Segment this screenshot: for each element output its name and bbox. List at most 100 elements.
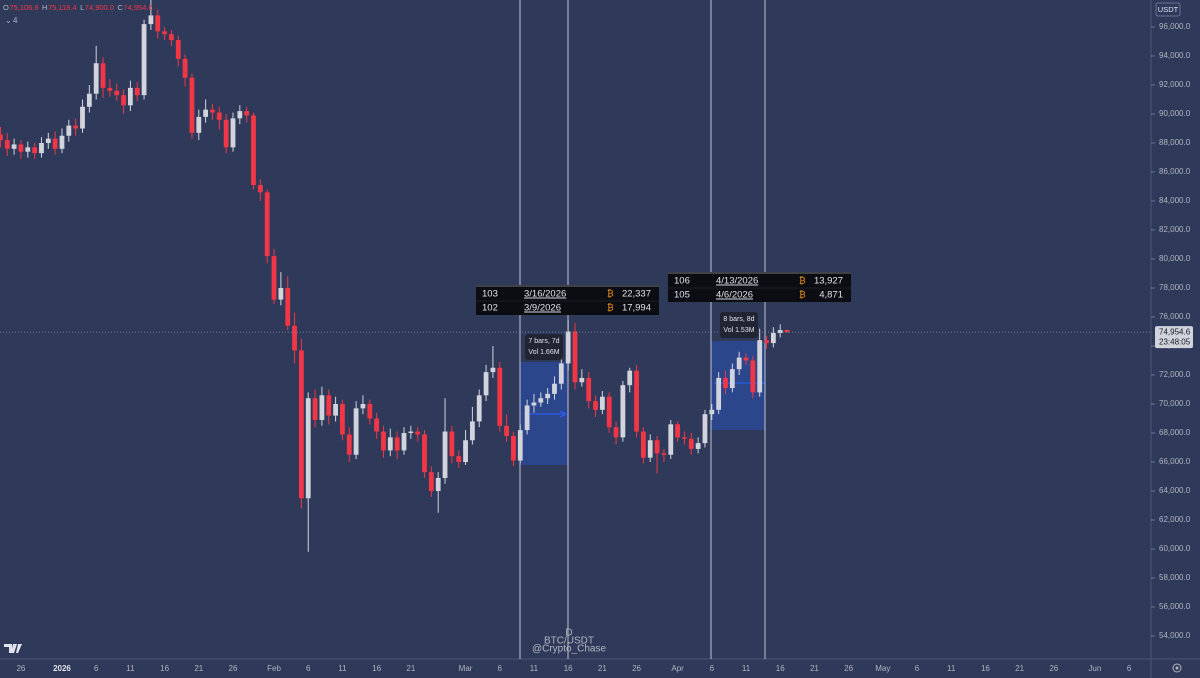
countdown: 23:48:05	[1159, 337, 1191, 346]
table-id: 102	[482, 303, 498, 314]
x-tick-label: 16	[564, 664, 573, 673]
x-tick-label: 6	[94, 664, 99, 673]
ohlc-key: H	[42, 3, 47, 12]
candle-body	[729, 369, 735, 389]
candle-body	[32, 147, 38, 154]
candle-body	[121, 95, 126, 106]
candle-body	[483, 372, 489, 396]
table-icon: ₿	[607, 302, 614, 312]
candle-body	[723, 377, 728, 389]
table-icon: ₿	[799, 289, 806, 299]
y-tick-label: 82,000.0	[1159, 225, 1191, 234]
x-tick-label: 11	[126, 664, 135, 673]
x-tick-label: 26	[844, 664, 853, 673]
candle-body	[565, 331, 571, 364]
x-tick-label: 26	[16, 664, 25, 673]
candle-body	[169, 34, 174, 41]
range-label: 7 bars, 7d Vol 1.66M 8 bars, 8d Vol 1.53…	[525, 312, 758, 360]
table-date: 3/9/2026	[524, 303, 561, 314]
range-bars: 7 bars, 7d	[528, 338, 559, 345]
logo	[4, 644, 22, 653]
x-tick-label: Feb	[267, 664, 281, 673]
candle-body	[586, 377, 592, 402]
candle-body	[114, 90, 120, 96]
y-tick-label: 88,000.0	[1159, 138, 1191, 147]
candle-body	[490, 367, 496, 373]
range-volume: Vol 1.53M	[723, 327, 754, 334]
collapse-icon[interactable]: ⌄	[5, 16, 12, 25]
y-tick-label: 72,000.0	[1159, 370, 1191, 379]
y-tick-label: 68,000.0	[1159, 428, 1191, 437]
x-tick-label: 6	[498, 664, 503, 673]
indicator-count[interactable]: 4	[13, 16, 18, 25]
candle-body	[770, 332, 776, 344]
y-tick-label: 70,000.0	[1159, 399, 1191, 408]
candle-body	[784, 329, 790, 333]
candle-body	[271, 256, 277, 300]
table-bg	[476, 285, 659, 315]
candle-body	[93, 63, 99, 94]
candle-body	[777, 330, 783, 333]
range-label-box	[720, 312, 758, 338]
y-tick-label: 54,000.0	[1159, 631, 1191, 640]
watermark-interval: D	[565, 628, 572, 639]
candle-body	[408, 431, 414, 434]
y-tick-label: 84,000.0	[1159, 196, 1191, 205]
ohlc-value: 74,954.6	[123, 3, 152, 12]
y-tick-label: 90,000.0	[1159, 109, 1191, 118]
x-tick-label: 11	[742, 664, 751, 673]
y-tick-label: 76,000.0	[1159, 312, 1191, 321]
y-tick-label: 60,000.0	[1159, 544, 1191, 553]
candle-body	[702, 414, 708, 444]
candle-body	[757, 340, 763, 393]
x-tick-label: 11	[530, 664, 539, 673]
candle-body	[18, 144, 24, 152]
candle-body	[627, 370, 633, 386]
settings-icon[interactable]	[1172, 663, 1182, 673]
x-tick-label: 16	[981, 664, 990, 673]
currency-box[interactable]	[1155, 2, 1181, 17]
candle-body	[340, 404, 345, 435]
gear-center[interactable]	[1175, 666, 1179, 670]
x-tick-label: 26	[229, 664, 238, 673]
y-tick-label: 58,000.0	[1159, 573, 1191, 582]
x-tick-label: 26	[1049, 664, 1058, 673]
table-id: 103	[482, 289, 498, 300]
candle-body	[381, 431, 386, 451]
watermark-symbol: BTC/USDT	[544, 636, 594, 647]
candle-body	[230, 118, 236, 148]
y-tick-label: 64,000.0	[1159, 486, 1191, 495]
gear[interactable]	[1172, 663, 1182, 673]
candle-body	[716, 377, 722, 410]
candle-body	[196, 116, 202, 133]
candle-body	[469, 421, 475, 441]
ohlc-value: 74,900.0	[85, 3, 114, 12]
candle-body	[0, 134, 3, 141]
candle-body	[415, 431, 421, 435]
axes: 54,000.0 56,000.0 58,000.0 60,000.0 62,000.0…	[0, 22, 1193, 673]
tables: 103 3/16/2026 ₿ 22,337 102 3/9/2026 ₿ 17,994 106…	[476, 272, 851, 315]
candle-body	[11, 144, 17, 149]
last-price-box	[1155, 326, 1193, 349]
candle-body	[39, 142, 44, 154]
ohlc-key: C	[117, 3, 123, 12]
range-bars: 8 bars, 8d	[723, 316, 754, 323]
table-bg	[668, 272, 851, 302]
candle-body	[709, 409, 715, 415]
candle-body	[504, 425, 509, 436]
candle-body	[237, 111, 243, 119]
currency[interactable]: USDT	[1158, 5, 1179, 14]
table-icon: ₿	[607, 288, 614, 298]
y-tick-label: 86,000.0	[1159, 167, 1191, 176]
candle-body	[223, 119, 229, 148]
table-date: 4/6/2026	[716, 290, 753, 301]
x-tick-label: 26	[632, 664, 641, 673]
table-amount: 4,871	[819, 290, 843, 301]
range-volume: Vol 1.66M	[528, 349, 559, 356]
candle-body	[394, 437, 400, 451]
candle-body	[572, 331, 578, 383]
y-tick-label: 80,000.0	[1159, 254, 1191, 263]
candle-body	[497, 367, 503, 426]
